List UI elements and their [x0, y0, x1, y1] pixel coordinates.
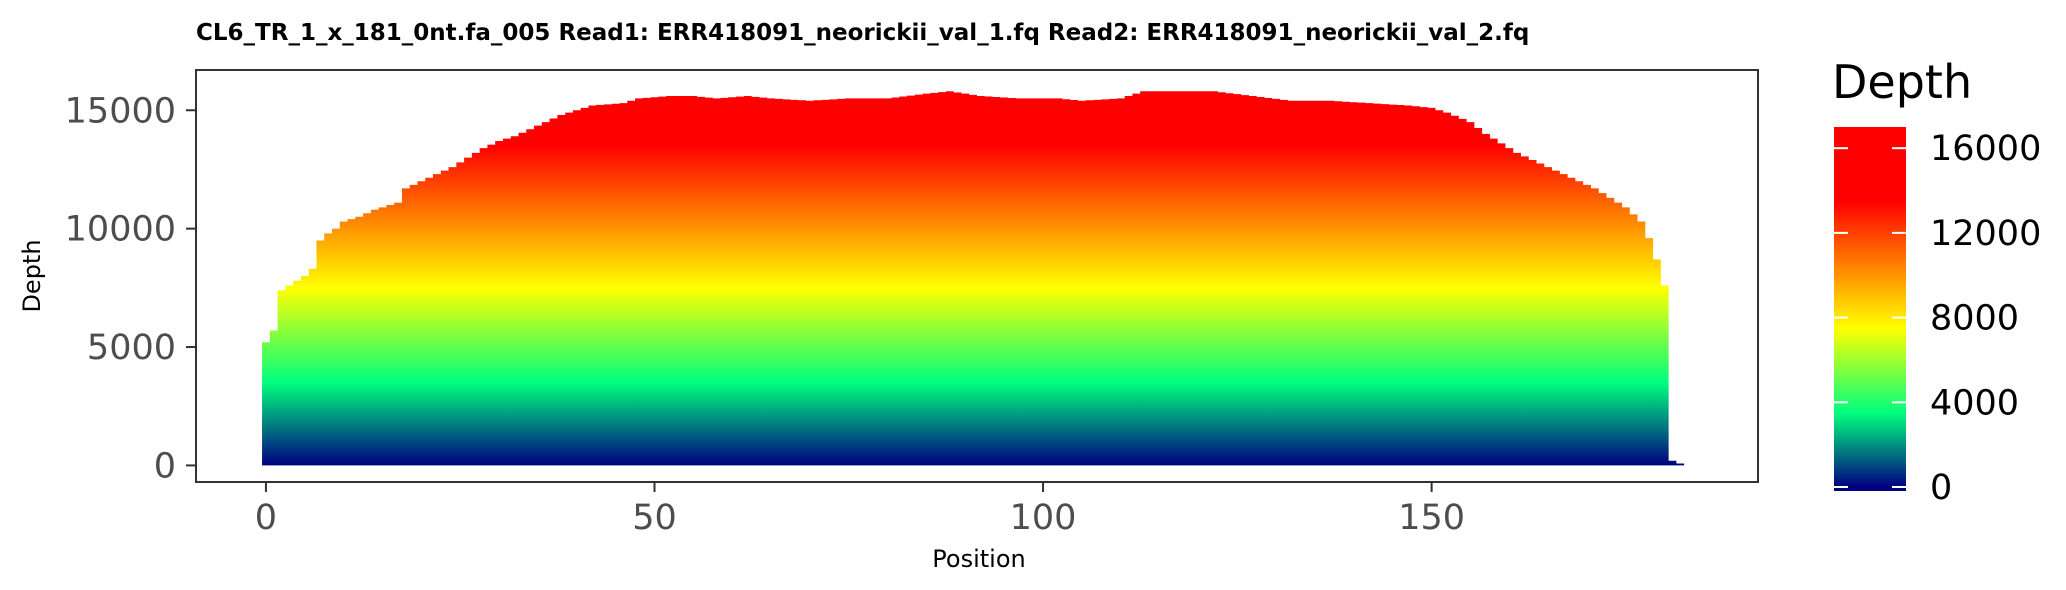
x-tick-label: 100: [1010, 498, 1077, 538]
colorbar-legend: Depth 0 4000 8000 12000 16000: [1832, 55, 2041, 508]
y-tick-label: 15000: [65, 91, 176, 131]
x-tick-label: 50: [632, 498, 677, 538]
chart-title: CL6_TR_1_x_181_0nt.fa_005 Read1: ERR4180…: [196, 20, 1529, 46]
y-axis-title: Depth: [18, 239, 46, 312]
x-axis-title: Position: [932, 545, 1025, 573]
legend-tick-label: 8000: [1930, 299, 2019, 339]
legend-tick-label: 12000: [1930, 214, 2041, 254]
depth-area: [262, 91, 1692, 466]
legend-tick-label: 0: [1930, 468, 1952, 508]
depth-area-path: [262, 91, 1692, 466]
y-axis: 0 5000 10000 15000: [65, 91, 196, 486]
y-tick-label: 5000: [87, 328, 176, 368]
legend-tick-label: 16000: [1930, 129, 2041, 169]
y-tick-label: 10000: [65, 210, 176, 250]
legend-ticks: 0 4000 8000 12000 16000: [1834, 129, 2041, 508]
y-tick-label: 0: [154, 446, 176, 486]
x-tick-label: 150: [1398, 498, 1465, 538]
x-tick-label: 0: [255, 498, 277, 538]
legend-tick-label: 4000: [1930, 383, 2019, 423]
legend-colorbar: [1834, 127, 1906, 491]
legend-title: Depth: [1832, 55, 1972, 109]
panel-border: [195, 69, 1759, 483]
x-axis: 0 50 100 150: [255, 482, 1465, 538]
